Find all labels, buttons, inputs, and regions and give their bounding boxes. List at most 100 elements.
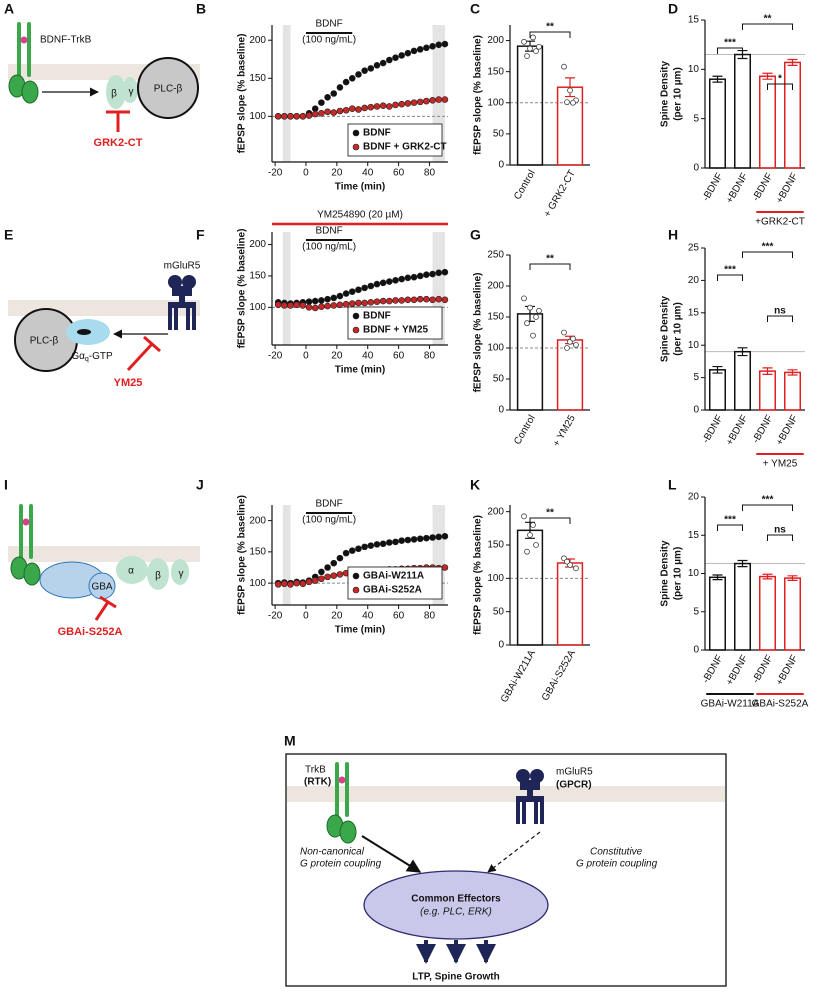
y-axis-label: Spine Density (660, 540, 671, 607)
y-tick-label: 0 (498, 160, 504, 171)
data-point (410, 99, 418, 106)
data-point (342, 78, 350, 86)
data-point (281, 580, 288, 588)
data-point (379, 59, 387, 67)
data-point (527, 45, 533, 52)
data-point (435, 41, 443, 49)
data-point (361, 284, 368, 292)
data-point (355, 71, 362, 78)
data-point (527, 532, 533, 538)
effector-node (363, 870, 549, 940)
data-point (274, 301, 282, 309)
data-point (336, 301, 344, 309)
data-point (318, 109, 325, 117)
group-label: GBAi-S252A (752, 699, 809, 710)
x-tick-label: -20 (268, 168, 283, 179)
data-point (342, 300, 350, 308)
data-point (429, 97, 436, 104)
effectors: Common Effectors (411, 894, 501, 905)
y-tick-label: 15 (688, 15, 700, 26)
data-point (573, 565, 579, 572)
data-point (423, 44, 430, 52)
data-point (416, 98, 424, 106)
data-point (423, 271, 430, 278)
x-tick-label: +BDNF (774, 413, 800, 447)
data-point (336, 84, 344, 91)
x-tick-label: -BDNF (751, 413, 776, 445)
data-point (404, 274, 412, 282)
data-point (435, 269, 443, 277)
data-point (392, 538, 399, 546)
data-point (533, 542, 539, 548)
bar (734, 350, 751, 411)
receptor-label: mGluR5 (164, 261, 201, 272)
data-point (570, 99, 576, 106)
data-point (299, 580, 307, 588)
data-point (573, 341, 579, 348)
y-axis-label: (per 10 µm) (673, 302, 684, 356)
data-point (336, 554, 344, 562)
x-tick-label: +BDNF (774, 653, 800, 687)
group-label: + YM25 (763, 459, 798, 470)
gpcr-class: (GPCR) (556, 780, 592, 791)
error-bar (787, 369, 798, 376)
data-point (367, 103, 375, 111)
y-axis-label: fEPSP slope (% baseline) (237, 495, 248, 615)
receptor-icon (8, 21, 39, 104)
data-point (570, 335, 576, 342)
data-point (530, 332, 536, 339)
top-bar-label: YM254890 (20 µM) (317, 210, 403, 221)
path-label: G protein coupling (300, 859, 382, 870)
bar (784, 371, 801, 411)
y-tick-label: 200 (249, 35, 266, 46)
y-tick-label: 50 (493, 129, 505, 140)
y-tick-label: 50 (493, 606, 505, 617)
x-tick-label: -BDNF (701, 413, 726, 445)
data-point (386, 297, 393, 305)
data-point (299, 113, 307, 120)
panel-letter: H (668, 227, 678, 243)
panel-letter: L (668, 477, 677, 493)
data-point (324, 302, 331, 310)
x-tick-label: 20 (331, 611, 343, 622)
error-bar (762, 367, 773, 375)
bar (784, 577, 801, 651)
y-tick-label: 100 (487, 573, 504, 584)
x-tick-label: 40 (362, 611, 374, 622)
x-axis-label: Time (min) (335, 625, 385, 636)
gtp (77, 329, 91, 335)
data-point (530, 522, 536, 528)
receptor-icon (168, 275, 196, 330)
data-point (348, 300, 356, 307)
gpcr-name: mGluR5 (556, 767, 593, 778)
bar (516, 313, 544, 411)
y-axis-label: fEPSP slope (% baseline) (473, 35, 484, 155)
y-tick-label: 0 (693, 645, 699, 656)
data-point (398, 52, 405, 59)
data-point (287, 581, 294, 588)
sig-label: *** (724, 265, 736, 276)
data-point (361, 543, 368, 551)
data-point (355, 545, 362, 553)
data-point (318, 568, 325, 576)
panel-letter: J (196, 477, 204, 493)
data-point (423, 295, 430, 303)
data-point (348, 105, 356, 113)
legend-marker (352, 586, 360, 594)
data-point (373, 280, 381, 288)
y-tick-label: 150 (487, 66, 504, 77)
x-tick-label: 0 (303, 611, 309, 622)
bar (556, 86, 584, 166)
panel-letter: K (470, 477, 480, 493)
legend-marker (352, 129, 360, 137)
rtk-class: (RTK) (304, 777, 331, 788)
data-point (274, 581, 282, 588)
data-point (379, 540, 387, 548)
data-point (311, 304, 319, 312)
y-tick-label: 100 (487, 97, 504, 108)
gamma-label: γ (179, 569, 184, 580)
data-point (293, 113, 301, 120)
effectors-example: (e.g. PLC, ERK) (420, 907, 492, 918)
y-tick-label: 200 (487, 281, 504, 292)
